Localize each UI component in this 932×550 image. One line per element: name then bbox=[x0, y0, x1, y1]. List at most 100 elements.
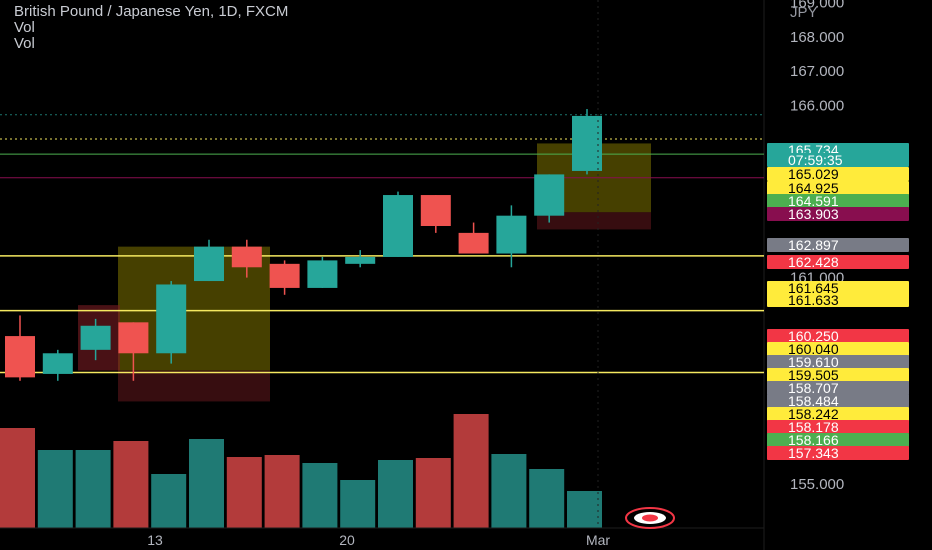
currency-label: JPY bbox=[790, 4, 818, 21]
price-label-text: 158.242 bbox=[788, 406, 839, 422]
candle-body bbox=[534, 174, 565, 216]
price-label-bg bbox=[767, 368, 909, 382]
price-label-text: 07:59:35 bbox=[788, 152, 843, 168]
price-label-bg bbox=[767, 433, 909, 447]
candle-body bbox=[496, 215, 527, 254]
candle-body bbox=[572, 115, 602, 171]
price-label-text: 161.645 bbox=[788, 280, 839, 296]
price-label-bg bbox=[767, 446, 909, 460]
time-tick-label: 13 bbox=[147, 532, 163, 548]
price-label-bg bbox=[767, 329, 909, 343]
red-zone-box bbox=[118, 370, 270, 402]
time-tick-label: Mar bbox=[586, 532, 610, 548]
price-label-text: 158.178 bbox=[788, 419, 839, 435]
price-label-text: 158.166 bbox=[788, 432, 839, 448]
volume-bar bbox=[189, 439, 224, 528]
price-label-text: 160.040 bbox=[788, 341, 839, 357]
price-label-text: 160.250 bbox=[788, 328, 839, 344]
candle-body bbox=[383, 195, 413, 257]
volume-bar bbox=[529, 469, 565, 528]
price-label-badge: 159.505 bbox=[767, 367, 909, 383]
price-label-text: 159.505 bbox=[788, 367, 839, 383]
price-label-text: 158.484 bbox=[788, 393, 839, 409]
price-label-bg bbox=[767, 281, 909, 295]
time-tick-label: 20 bbox=[339, 532, 355, 548]
price-label-badge: 164.591 bbox=[767, 193, 909, 209]
price-label-bg bbox=[767, 355, 909, 369]
price-label-badge: 159.610 bbox=[767, 354, 909, 370]
volume-bar bbox=[415, 458, 451, 528]
candle-body bbox=[231, 246, 262, 268]
price-label-badge: 157.343 bbox=[767, 445, 909, 461]
volume-indicator-label[interactable]: Vol bbox=[14, 19, 35, 36]
volume-bar bbox=[37, 450, 73, 528]
record-target-icon bbox=[625, 507, 675, 529]
price-tick-label: 168.000 bbox=[790, 29, 844, 46]
volume-bar bbox=[491, 454, 527, 528]
candle-body bbox=[420, 195, 451, 226]
price-label-badge: 158.166 bbox=[767, 432, 909, 448]
price-label-bg bbox=[767, 153, 909, 167]
record-icon-outer bbox=[625, 507, 675, 529]
volume-bar bbox=[226, 457, 262, 528]
price-label-badge: 158.484 bbox=[767, 393, 909, 409]
price-label-bg bbox=[767, 394, 909, 408]
price-label-bg bbox=[767, 293, 909, 307]
price-label-bg bbox=[767, 194, 909, 208]
price-label-badge: 158.707 bbox=[767, 380, 909, 396]
candle-body bbox=[194, 246, 224, 282]
record-icon-dot bbox=[642, 514, 658, 522]
price-label-badge: 162.428 bbox=[767, 254, 909, 270]
price-label-badge: 160.040 bbox=[767, 341, 909, 357]
price-label-badge: 07:59:35 bbox=[767, 152, 909, 168]
symbol-title[interactable]: British Pound / Japanese Yen, 1D, FXCM bbox=[14, 3, 289, 20]
price-label-badge: 165.029 bbox=[767, 166, 909, 182]
price-label-text: 162.428 bbox=[788, 254, 839, 270]
volume-indicator-label-2[interactable]: Vol bbox=[14, 35, 35, 52]
price-label-bg bbox=[767, 238, 909, 252]
price-label-badge: 163.903 bbox=[767, 206, 909, 222]
price-label-text: 161.633 bbox=[788, 292, 839, 308]
candle-body bbox=[5, 336, 35, 378]
price-label-badge: 158.242 bbox=[767, 406, 909, 422]
volume-bar bbox=[378, 460, 413, 528]
red-zone-box-2 bbox=[537, 212, 651, 230]
price-label-text: 164.591 bbox=[788, 193, 839, 209]
price-label-bg bbox=[767, 342, 909, 356]
price-label-text: 157.343 bbox=[788, 445, 839, 461]
price-label-badge: 164.925 bbox=[767, 180, 909, 196]
price-label-text: 162.897 bbox=[788, 237, 839, 253]
volume-bar bbox=[567, 491, 602, 528]
candle-body bbox=[307, 260, 338, 288]
price-label-text: 165.029 bbox=[788, 166, 839, 182]
candle-body bbox=[345, 256, 376, 264]
price-label-text: 158.707 bbox=[788, 380, 839, 396]
price-tick-label: 169.000 bbox=[790, 0, 844, 11]
volume-bar bbox=[264, 455, 300, 528]
price-label-badge: 158.178 bbox=[767, 419, 909, 435]
price-tick-label: 167.000 bbox=[790, 63, 844, 80]
volume-bar bbox=[75, 450, 111, 528]
candle-body bbox=[458, 232, 489, 254]
price-label-bg bbox=[767, 381, 909, 395]
candle-body bbox=[42, 353, 73, 374]
volume-bar bbox=[453, 414, 489, 528]
volume-bar bbox=[113, 441, 149, 528]
price-label-bg bbox=[767, 407, 909, 421]
price-label-text: 163.903 bbox=[788, 206, 839, 222]
price-tick-label: 155.000 bbox=[790, 476, 844, 493]
volume-bar bbox=[0, 428, 35, 528]
price-label-bg bbox=[767, 181, 909, 195]
price-label-bg bbox=[767, 420, 909, 434]
volume-bar bbox=[340, 480, 376, 528]
volume-bar bbox=[151, 474, 187, 528]
candle-body bbox=[118, 322, 149, 354]
candle-body bbox=[80, 325, 111, 350]
candle-body bbox=[156, 284, 187, 354]
candle-body bbox=[269, 263, 300, 288]
price-label-bg bbox=[767, 167, 909, 181]
price-label-badge: 162.897 bbox=[767, 237, 909, 253]
price-label-badge: 161.645 bbox=[767, 280, 909, 296]
price-label-bg bbox=[767, 255, 909, 269]
